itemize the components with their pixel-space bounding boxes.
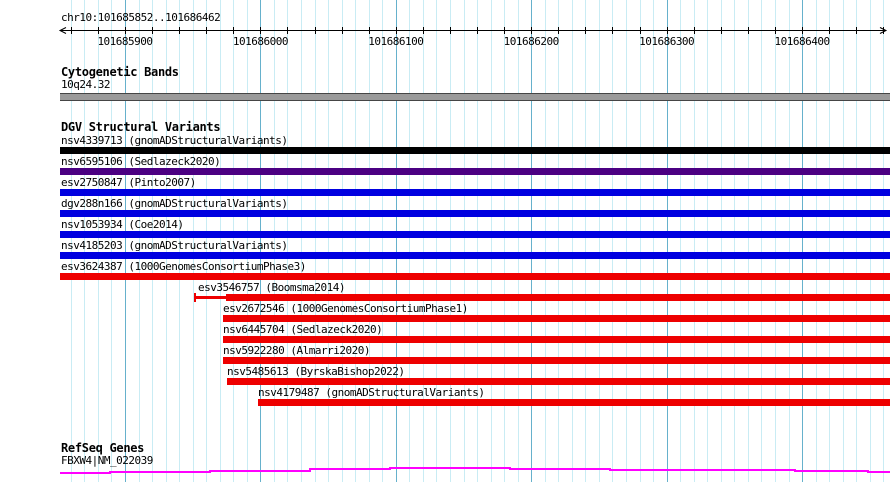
cytoband-name: 10q24.32	[61, 78, 110, 91]
variant-label[interactable]: nsv4179487 (gnomADStructuralVariants)	[258, 386, 485, 399]
variant-label[interactable]: nsv4185203 (gnomADStructuralVariants)	[61, 239, 288, 252]
ruler-left-arrow-icon	[58, 27, 67, 34]
variant-bar[interactable]	[223, 315, 890, 322]
variant-label[interactable]: esv3546757 (Boomsma2014)	[198, 281, 345, 294]
variant-bar[interactable]	[223, 336, 890, 343]
variant-label[interactable]: nsv5485613 (ByrskaBishop2022)	[227, 365, 405, 378]
variant-bar[interactable]	[258, 399, 890, 406]
variant-bar[interactable]	[60, 168, 890, 175]
variant-bar[interactable]	[60, 252, 890, 259]
variant-bar[interactable]	[223, 357, 890, 364]
gene-line[interactable]	[60, 467, 890, 474]
variant-label[interactable]: esv3624387 (1000GenomesConsortiumPhase3)	[61, 260, 306, 273]
variant-bar[interactable]	[60, 210, 890, 217]
ruler-tick-label: 101686400	[774, 35, 829, 48]
variant-bar[interactable]	[60, 231, 890, 238]
dgv-track-title: DGV Structural Variants	[61, 120, 221, 134]
cytoband-bar[interactable]	[60, 93, 890, 101]
variant-label[interactable]: esv2672546 (1000GenomesConsortiumPhase1)	[223, 302, 468, 315]
variant-bar[interactable]	[196, 296, 226, 299]
variant-label[interactable]: dgv288n166 (gnomADStructuralVariants)	[61, 197, 288, 210]
variant-label[interactable]: nsv6595106 (Sedlazeck2020)	[61, 155, 221, 168]
ruler-tick-label: 101685900	[97, 35, 152, 48]
variant-label[interactable]: nsv1053934 (Coe2014)	[61, 218, 184, 231]
variant-label[interactable]: esv2750847 (Pinto2007)	[61, 176, 196, 189]
variant-bar[interactable]	[60, 273, 890, 280]
cytobands-track-title: Cytogenetic Bands	[61, 65, 179, 79]
ruler-tick-label: 101686100	[368, 35, 423, 48]
variant-label[interactable]: nsv5922280 (Almarri2020)	[223, 344, 370, 357]
variant-bar[interactable]	[227, 378, 890, 385]
variant-bar[interactable]	[60, 147, 890, 154]
variant-label[interactable]: nsv4339713 (gnomADStructuralVariants)	[61, 134, 288, 147]
ruler[interactable]: 101685900 101686000 101686100 101686200 1016…	[58, 27, 888, 48]
location-label: chr10:101685852..101686462	[61, 11, 221, 24]
refseq-track-title: RefSeq Genes	[61, 441, 145, 455]
variant-bar[interactable]	[226, 294, 890, 301]
refseq-gene-name: FBXW4|NM_022039	[61, 454, 153, 467]
variant-bar[interactable]	[60, 189, 890, 196]
ruler-right-arrow-icon	[879, 27, 888, 34]
ruler-tick-label: 101686000	[233, 35, 288, 48]
variant-bar[interactable]	[194, 293, 196, 302]
ruler-tick-label: 101686300	[639, 35, 694, 48]
ruler-tick-label: 101686200	[504, 35, 559, 48]
variant-label[interactable]: nsv6445704 (Sedlazeck2020)	[223, 323, 383, 336]
